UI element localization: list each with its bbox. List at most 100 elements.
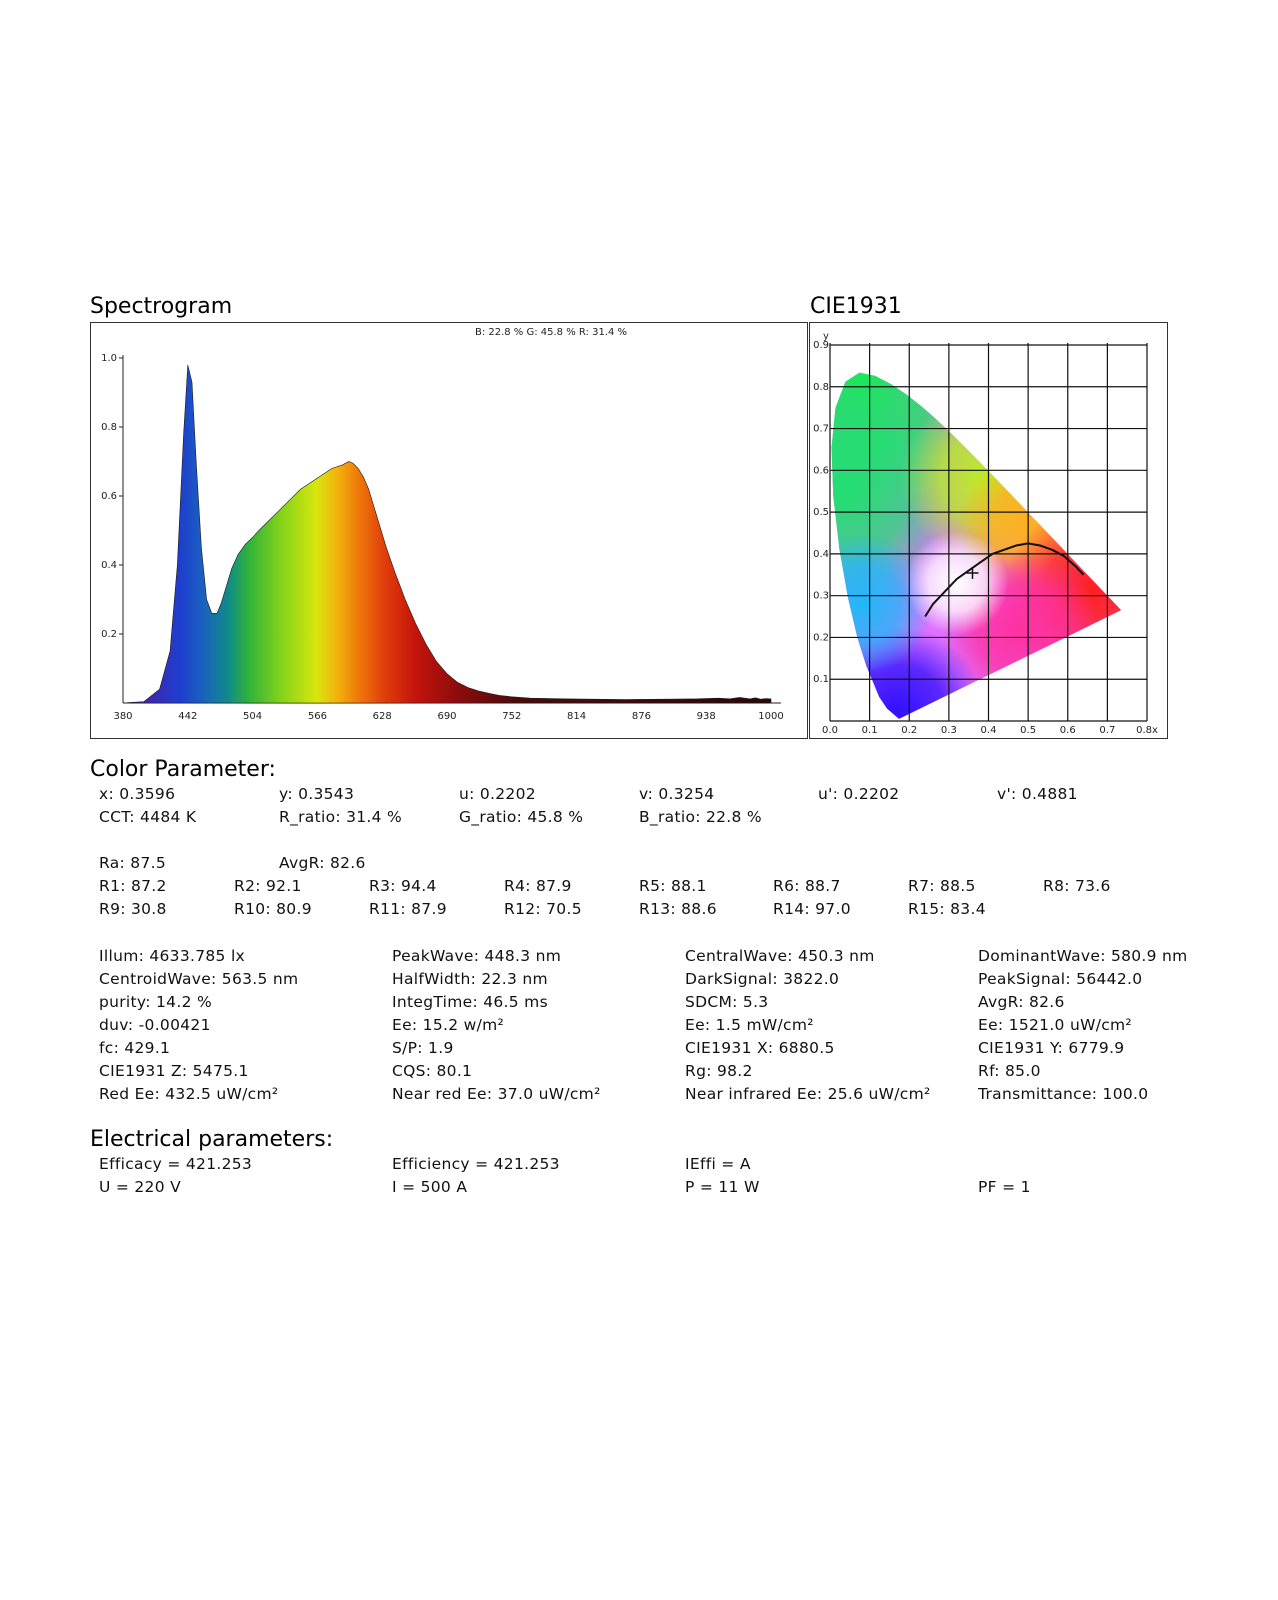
- color-coordinate-value: u: 0.2202: [459, 785, 536, 803]
- spectrogram-title: Spectrogram: [90, 294, 233, 319]
- photometric-value: AvgR: 82.6: [978, 993, 1065, 1011]
- y-tick-label: 0.2: [101, 629, 117, 640]
- x-tick-label: 690: [437, 711, 456, 722]
- color-ratio-value: G_ratio: 45.8 %: [459, 808, 584, 826]
- x-tick-label: 0.5: [1020, 725, 1036, 736]
- color-rendering-index: R10: 80.9: [234, 900, 312, 918]
- photometric-value: Transmittance: 100.0: [978, 1085, 1149, 1103]
- cie1931-title: CIE1931: [810, 294, 902, 319]
- y-tick-label: 0.2: [813, 632, 829, 643]
- rgb-ratio-subtitle: B: 22.8 % G: 45.8 % R: 31.4 %: [475, 327, 627, 338]
- y-tick-label: 0.6: [813, 465, 829, 476]
- photometric-value: IntegTime: 46.5 ms: [392, 993, 548, 1011]
- photometric-value: Rg: 98.2: [685, 1062, 753, 1080]
- electrical-value: PF = 1: [978, 1178, 1031, 1196]
- y-tick-label: 0.6: [101, 491, 117, 502]
- x-tick-label: 566: [308, 711, 327, 722]
- photometric-value: PeakSignal: 56442.0: [978, 970, 1143, 988]
- photometric-value: Near red Ee: 37.0 uW/cm²: [392, 1085, 601, 1103]
- color-rendering-index: R14: 97.0: [773, 900, 851, 918]
- x-tick-label: 938: [697, 711, 716, 722]
- y-tick-label: 0.4: [101, 560, 117, 571]
- color-coordinate-value: y: 0.3543: [279, 785, 355, 803]
- photometric-value: CQS: 80.1: [392, 1062, 473, 1080]
- color-rendering-index: R12: 70.5: [504, 900, 582, 918]
- color-coordinate-value: v': 0.4881: [997, 785, 1078, 803]
- color-rendering-index: R5: 88.1: [639, 877, 707, 895]
- color-rendering-index: R9: 30.8: [99, 900, 167, 918]
- photometric-value: Ee: 15.2 w/m²: [392, 1016, 505, 1034]
- y-tick-label: 0.5: [813, 507, 829, 518]
- electrical-parameters-title: Electrical parameters:: [90, 1127, 334, 1152]
- photometric-value: Illum: 4633.785 lx: [99, 947, 246, 965]
- photometric-value: Ee: 1.5 mW/cm²: [685, 1016, 814, 1034]
- color-rendering-index: R11: 87.9: [369, 900, 447, 918]
- y-tick-label: 0.1: [813, 674, 829, 685]
- electrical-value: Efficacy = 421.253: [99, 1155, 253, 1173]
- photometric-value: purity: 14.2 %: [99, 993, 212, 1011]
- x-tick-label: 0.6: [1060, 725, 1076, 736]
- y-tick-label: 0.3: [813, 591, 829, 602]
- photometric-value: S/P: 1.9: [392, 1039, 454, 1057]
- photometric-value: Ee: 1521.0 uW/cm²: [978, 1016, 1132, 1034]
- color-rendering-index: R4: 87.9: [504, 877, 572, 895]
- photometric-value: CIE1931 X: 6880.5: [685, 1039, 835, 1057]
- spectrum-area: [122, 364, 772, 704]
- color-coordinate-value: u': 0.2202: [818, 785, 900, 803]
- x-tick-label: 1000: [758, 711, 783, 722]
- photometric-value: Red Ee: 432.5 uW/cm²: [99, 1085, 279, 1103]
- color-rendering-index: R13: 88.6: [639, 900, 717, 918]
- spectrogram-panel: 0.2 0.4 0.6 0.8 1.0 380 442 504 566 628 690 752 814 8…: [90, 322, 808, 739]
- photometric-value: PeakWave: 448.3 nm: [392, 947, 562, 965]
- x-tick-label: 752: [502, 711, 521, 722]
- x-tick-label: 0.4: [981, 725, 997, 736]
- x-tick-label: 0.1: [862, 725, 878, 736]
- color-rendering-summary: AvgR: 82.6: [279, 854, 366, 872]
- photometric-value: CIE1931 Z: 5475.1: [99, 1062, 249, 1080]
- color-ratio-value: CCT: 4484 K: [99, 808, 197, 826]
- x-tick-label: 380: [113, 711, 132, 722]
- x-tick-label: 0.7: [1099, 725, 1115, 736]
- photometric-value: Near infrared Ee: 25.6 uW/cm²: [685, 1085, 931, 1103]
- y-tick-label: 0.8: [101, 422, 117, 433]
- cie1931-panel: 0.0 0.1 0.2 0.3 0.4 0.5 0.6 0.7 0.8x 0.1 0.2 0.3 0.4…: [809, 322, 1168, 739]
- color-rendering-index: R7: 88.5: [908, 877, 976, 895]
- x-tick-label: 628: [373, 711, 392, 722]
- y-tick-label: 0.9: [813, 340, 829, 351]
- color-rendering-summary: Ra: 87.5: [99, 854, 166, 872]
- y-tick-label: 1.0: [101, 353, 117, 364]
- cie1931-chart: 0.0 0.1 0.2 0.3 0.4 0.5 0.6 0.7 0.8x 0.1 0.2 0.3 0.4…: [813, 331, 1158, 736]
- x-tick-label: 0.3: [941, 725, 957, 736]
- color-coordinate-value: v: 0.3254: [639, 785, 715, 803]
- color-coordinate-value: x: 0.3596: [99, 785, 176, 803]
- electrical-value: U = 220 V: [99, 1178, 182, 1196]
- y-tick-label: 0.8: [813, 382, 829, 393]
- photometric-value: duv: -0.00421: [99, 1016, 211, 1034]
- electrical-value: I = 500 A: [392, 1178, 468, 1196]
- photometric-value: DominantWave: 580.9 nm: [978, 947, 1188, 965]
- x-tick-label: 814: [567, 711, 586, 722]
- photometric-value: DarkSignal: 3822.0: [685, 970, 840, 988]
- color-rendering-index: R3: 94.4: [369, 877, 437, 895]
- y-tick-label: 0.4: [813, 549, 829, 560]
- y-tick-label: 0.7: [813, 424, 829, 435]
- color-ratio-value: R_ratio: 31.4 %: [279, 808, 403, 826]
- spectrogram-chart: 0.2 0.4 0.6 0.8 1.0 380 442 504 566 628 690 752 814 8…: [101, 327, 784, 722]
- photometric-value: Rf: 85.0: [978, 1062, 1041, 1080]
- x-tick-label: 876: [632, 711, 651, 722]
- color-rendering-index: R2: 92.1: [234, 877, 302, 895]
- photometric-value: HalfWidth: 22.3 nm: [392, 970, 548, 988]
- x-tick-label: 0.2: [901, 725, 917, 736]
- photometric-value: SDCM: 5.3: [685, 993, 769, 1011]
- x-tick-label: 504: [243, 711, 262, 722]
- color-rendering-index: R15: 83.4: [908, 900, 986, 918]
- color-ratio-value: B_ratio: 22.8 %: [639, 808, 762, 826]
- color-rendering-index: R1: 87.2: [99, 877, 167, 895]
- electrical-value: Efficiency = 421.253: [392, 1155, 560, 1173]
- photometric-value: CIE1931 Y: 6779.9: [978, 1039, 1125, 1057]
- x-tick-label: 0.0: [822, 725, 838, 736]
- color-parameter-title: Color Parameter:: [90, 757, 276, 782]
- electrical-value: IEffi = A: [685, 1155, 751, 1173]
- planckian-locus: [924, 542, 1085, 618]
- electrical-value: P = 11 W: [685, 1178, 760, 1196]
